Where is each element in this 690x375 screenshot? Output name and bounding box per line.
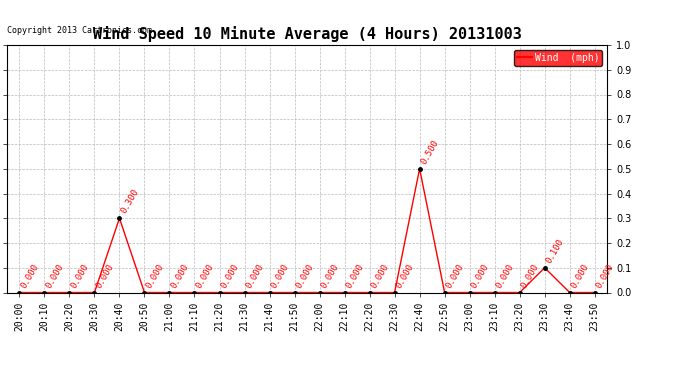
Text: 0.000: 0.000 bbox=[470, 262, 491, 290]
Text: 0.000: 0.000 bbox=[395, 262, 416, 290]
Text: 0.000: 0.000 bbox=[195, 262, 216, 290]
Text: 0.000: 0.000 bbox=[495, 262, 516, 290]
Text: 0.300: 0.300 bbox=[119, 188, 141, 216]
Legend: Wind  (mph): Wind (mph) bbox=[514, 50, 602, 66]
Text: 0.000: 0.000 bbox=[270, 262, 290, 290]
Text: 0.000: 0.000 bbox=[570, 262, 591, 290]
Text: 0.000: 0.000 bbox=[19, 262, 41, 290]
Text: Copyright 2013 Cartronics.com: Copyright 2013 Cartronics.com bbox=[7, 26, 152, 35]
Text: 0.000: 0.000 bbox=[44, 262, 66, 290]
Text: 0.000: 0.000 bbox=[144, 262, 166, 290]
Text: 0.000: 0.000 bbox=[319, 262, 341, 290]
Text: 0.000: 0.000 bbox=[95, 262, 116, 290]
Title: Wind Speed 10 Minute Average (4 Hours) 20131003: Wind Speed 10 Minute Average (4 Hours) 2… bbox=[92, 27, 522, 42]
Text: 0.000: 0.000 bbox=[520, 262, 541, 290]
Text: 0.000: 0.000 bbox=[444, 262, 466, 290]
Text: 0.000: 0.000 bbox=[219, 262, 241, 290]
Text: 0.000: 0.000 bbox=[295, 262, 316, 290]
Text: 0.000: 0.000 bbox=[344, 262, 366, 290]
Text: 0.100: 0.100 bbox=[544, 237, 566, 265]
Text: 0.000: 0.000 bbox=[370, 262, 391, 290]
Text: 0.000: 0.000 bbox=[595, 262, 616, 290]
Text: 0.000: 0.000 bbox=[70, 262, 90, 290]
Text: 0.500: 0.500 bbox=[420, 138, 441, 166]
Text: 0.000: 0.000 bbox=[244, 262, 266, 290]
Text: 0.000: 0.000 bbox=[170, 262, 190, 290]
